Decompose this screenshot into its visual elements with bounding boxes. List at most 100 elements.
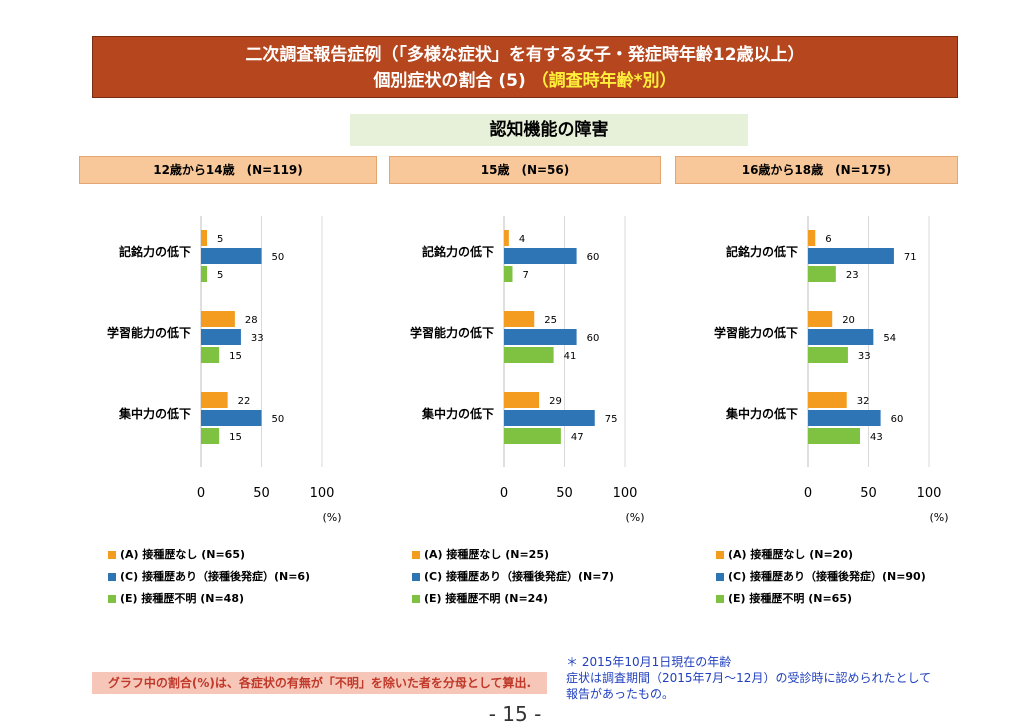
bar-E-3	[808, 428, 861, 444]
legend-3: (A) 接種歴なし (N=20) (C) 接種歴あり（接種後発症）(N=90) …	[716, 544, 926, 610]
bar-E-3	[504, 428, 561, 444]
legend-label: (A) 接種歴なし (N=20)	[728, 548, 854, 561]
bar-A-1	[808, 230, 816, 246]
data-label: 60	[587, 252, 600, 263]
data-label: 28	[245, 315, 258, 326]
chart-16-18: 0 50 100 (%) 記銘力の低下 6 71 23 学習能力の低下 20 54 33 集中力の低下 3…	[687, 196, 987, 526]
x-tick-label: 100	[613, 486, 638, 501]
legend-item: (E) 接種歴不明 (N=24)	[412, 588, 614, 610]
data-label: 50	[272, 252, 285, 263]
data-label: 41	[564, 351, 577, 362]
data-label: 33	[251, 333, 264, 344]
legend-swatch	[716, 551, 724, 559]
footnote-line: ＊ 2015年10月1日現在の年齢	[566, 655, 732, 669]
data-label: 33	[858, 351, 871, 362]
legend-item: (E) 接種歴不明 (N=65)	[716, 588, 926, 610]
bar-E-1	[808, 266, 836, 282]
data-label: 29	[549, 396, 562, 407]
category-label: 学習能力の低下	[714, 325, 798, 340]
category-label: 記銘力の低下	[422, 244, 494, 259]
title-line-2-highlight: （調査時年齢*別）	[531, 71, 677, 91]
category-label: 記銘力の低下	[726, 244, 798, 259]
data-label: 32	[857, 396, 870, 407]
data-label: 15	[229, 432, 242, 443]
bar-C-2	[201, 329, 241, 345]
bar-C-3	[808, 410, 881, 426]
category-label: 集中力の低下	[118, 406, 191, 421]
legend-swatch	[716, 595, 724, 603]
footnote-calculation: グラフ中の割合(%)は、各症状の有無が「不明」を除いた者を分母として算出.	[92, 672, 547, 694]
bar-C-3	[201, 410, 262, 426]
bar-E-1	[201, 266, 208, 282]
chart-svg: 0 50 100 (%) 記銘力の低下 4 60 7 学習能力の低下 25 60 41 集中力の低下 29…	[410, 216, 645, 524]
footnote-line: 報告があったもの。	[566, 687, 675, 701]
data-label: 5	[217, 270, 223, 281]
legend-item: (C) 接種歴あり（接種後発症）(N=6)	[108, 566, 310, 588]
x-tick-label: 50	[253, 486, 270, 501]
section-title: 認知機能の障害	[350, 114, 748, 146]
category-label: 記銘力の低下	[119, 244, 191, 259]
legend-label: (E) 接種歴不明 (N=65)	[728, 592, 853, 605]
bar-C-1	[201, 248, 262, 264]
page-number: - 15 -	[488, 702, 542, 726]
data-label: 75	[605, 414, 618, 425]
data-label: 6	[825, 234, 831, 245]
legend-item: (E) 接種歴不明 (N=48)	[108, 588, 310, 610]
legend-label: (A) 接種歴なし (N=25)	[424, 548, 550, 561]
x-tick-label: 0	[500, 486, 508, 501]
legend-swatch	[716, 573, 724, 581]
legend-1: (A) 接種歴なし (N=65) (C) 接種歴あり（接種後発症）(N=6) (…	[108, 544, 310, 610]
bar-A-1	[201, 230, 208, 246]
footnote-line: 症状は調査期間（2015年7月〜12月）の受診時に認められたとして	[566, 671, 932, 685]
category-label: 学習能力の低下	[107, 325, 191, 340]
legend-item: (A) 接種歴なし (N=65)	[108, 544, 310, 566]
data-label: 20	[842, 315, 855, 326]
data-label: 60	[587, 333, 600, 344]
x-unit-label: (%)	[625, 511, 644, 524]
legend-item: (A) 接種歴なし (N=20)	[716, 544, 926, 566]
x-tick-label: 50	[860, 486, 877, 501]
group-header-3: 16歳から18歳 (N=175)	[675, 156, 958, 184]
bar-E-2	[504, 347, 554, 363]
legend-swatch	[108, 595, 116, 603]
title-line-2-main: 個別症状の割合 (5)	[373, 71, 526, 91]
x-unit-label: (%)	[322, 511, 341, 524]
bar-C-1	[808, 248, 894, 264]
bar-A-2	[504, 311, 535, 327]
category-label: 学習能力の低下	[410, 325, 494, 340]
legend-swatch	[412, 595, 420, 603]
bar-E-1	[504, 266, 513, 282]
legend-label: (C) 接種歴あり（接種後発症）(N=7)	[424, 570, 615, 583]
x-unit-label: (%)	[929, 511, 948, 524]
bar-C-2	[504, 329, 577, 345]
data-label: 54	[883, 333, 896, 344]
bar-C-1	[504, 248, 577, 264]
x-tick-label: 100	[310, 486, 335, 501]
bar-E-2	[808, 347, 848, 363]
chart-svg: 0 50 100 (%) 記銘力の低下 5 50 5 学習能力の低下 28 33 15 集中力の低下 22…	[107, 216, 342, 524]
data-label: 23	[846, 270, 859, 281]
data-label: 60	[891, 414, 904, 425]
data-label: 25	[544, 315, 557, 326]
data-label: 4	[519, 234, 525, 245]
data-label: 43	[870, 432, 883, 443]
legend-swatch	[108, 573, 116, 581]
group-header-2: 15歳 (N=56)	[389, 156, 661, 184]
data-label: 5	[217, 234, 223, 245]
legend-label: (E) 接種歴不明 (N=48)	[120, 592, 245, 605]
group-header-1: 12歳から14歳 (N=119)	[79, 156, 377, 184]
data-label: 22	[238, 396, 251, 407]
title-line-2: 個別症状の割合 (5) （調査時年齢*別）	[93, 68, 957, 94]
x-tick-label: 100	[917, 486, 942, 501]
chart-15: 0 50 100 (%) 記銘力の低下 4 60 7 学習能力の低下 25 60 41 集中力の低下 29…	[383, 196, 683, 526]
category-label: 集中力の低下	[421, 406, 494, 421]
bar-A-3	[808, 392, 847, 408]
legend-label: (E) 接種歴不明 (N=24)	[424, 592, 549, 605]
legend-2: (A) 接種歴なし (N=25) (C) 接種歴あり（接種後発症）(N=7) (…	[412, 544, 614, 610]
data-label: 47	[571, 432, 584, 443]
category-label: 集中力の低下	[725, 406, 798, 421]
bar-A-1	[504, 230, 509, 246]
legend-item: (C) 接種歴あり（接種後発症）(N=90)	[716, 566, 926, 588]
legend-label: (C) 接種歴あり（接種後発症）(N=90)	[728, 570, 926, 583]
bar-E-2	[201, 347, 220, 363]
